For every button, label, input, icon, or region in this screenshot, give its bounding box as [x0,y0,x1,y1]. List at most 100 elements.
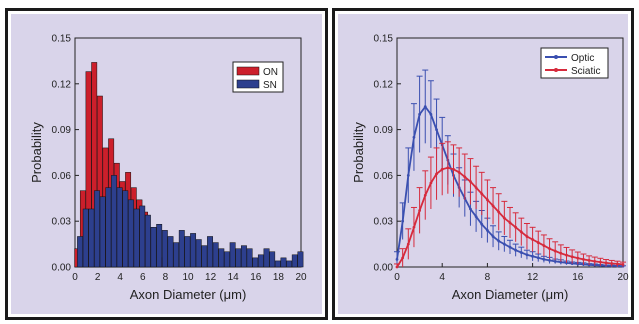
data-point [531,238,534,241]
data-point [412,225,416,229]
data-point [559,260,563,264]
data-point [604,261,608,265]
bar [218,248,225,268]
data-point [542,244,546,248]
data-point [429,112,433,116]
data-point [480,222,484,226]
bar [144,214,151,268]
x-tick-label: 12 [205,272,217,283]
bar [246,248,253,268]
x-axis-label: Axon Diameter (μm) [452,287,569,302]
bar [297,251,304,268]
data-point [599,260,602,264]
x-tick-label: 12 [527,272,539,283]
data-point [508,221,512,225]
bar [201,245,208,268]
bar [252,257,259,268]
bar [82,208,89,268]
bar [122,190,129,268]
series-sciatic [394,141,626,269]
data-point [570,255,574,259]
legend-label-optic: Optic [571,53,594,64]
bar [195,239,202,268]
bar [173,242,180,268]
y-tick-label: 0.15 [374,34,394,45]
data-point [435,172,438,176]
data-point [525,253,529,257]
data-point [519,251,523,254]
data-point [565,261,568,265]
bar [190,233,197,268]
data-point [406,242,410,246]
data-point [440,167,444,171]
data-point [497,210,501,214]
bar [229,242,236,268]
bar [263,248,270,268]
data-point [582,257,585,261]
y-axis-label: Probability [351,122,366,183]
x-tick-label: 0 [72,272,78,283]
data-point [401,256,405,260]
bar [94,190,100,268]
data-point [491,235,495,238]
data-point [576,256,580,260]
legend-swatch-on [236,66,260,76]
bar [184,236,191,268]
data-point [418,209,421,212]
bar-histogram-chart: 0.00 0.03 0.06 0.09 0.12 0.15 0 2 4 6 8 10 12 14 16 18 2… [11,14,322,314]
y-tick-label: 0.00 [52,263,72,274]
data-point [497,239,501,243]
bar [111,175,117,268]
x-tick-label: 10 [182,272,194,283]
legend: Optic Sciatic [540,47,609,79]
bar [269,251,276,268]
bar [178,230,185,268]
x-tick-label: 14 [228,272,240,283]
legend-label-sn: SN [263,80,277,91]
legend-marker-sciatic [554,68,558,72]
data-point [457,170,461,174]
bar [105,187,112,268]
line-errorbar-chart: 0.00 0.03 0.06 0.09 0.12 0.15 0 4 8 12 16 20 Axon Di… [338,14,629,314]
bar [139,205,146,268]
legend-box [540,47,609,79]
data-point [531,254,534,258]
bar [150,227,157,268]
right-chart-panel: 0.00 0.03 0.06 0.09 0.12 0.15 0 4 8 12 16 20 Axon Di… [332,8,634,320]
data-point [519,230,523,234]
x-tick-label: 18 [273,272,285,283]
data-point [553,249,557,253]
legend-label-on: ON [263,67,278,78]
data-point [491,204,495,208]
x-tick-label: 20 [295,272,307,283]
x-tick-label: 16 [250,272,262,283]
legend-label-sciatic: Sciatic [571,66,600,77]
data-point [548,247,551,251]
x-tick-label: 8 [485,272,491,283]
data-point [542,257,546,261]
data-point [474,215,478,219]
y-tick-label: 0.15 [52,34,72,45]
bar [286,260,293,268]
y-tick-label: 0.09 [52,125,72,136]
legend: ON SN [232,61,284,93]
data-point [593,259,597,263]
x-tick-label: 4 [439,272,445,283]
data-point [480,192,484,196]
data-point [423,193,427,197]
y-tick-label: 0.06 [52,171,72,182]
data-point [463,175,467,179]
bar [88,208,95,268]
bar [274,260,281,268]
bar [116,187,123,268]
bar [257,254,264,268]
bar [161,230,168,268]
y-axis-label: Probability [29,122,44,183]
data-point [418,112,421,116]
bar [128,199,134,268]
y-tick-label: 0.03 [374,217,394,228]
data-point [536,241,540,244]
bar [133,208,140,268]
data-point [615,262,619,266]
data-point [553,259,557,263]
